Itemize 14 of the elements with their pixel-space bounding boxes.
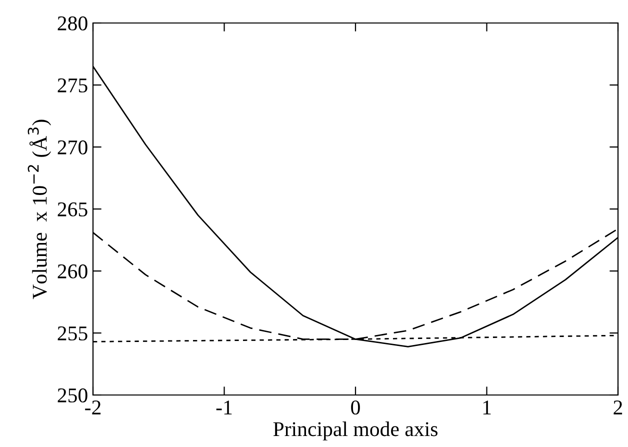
y-tick-label: 280 (58, 16, 88, 30)
y-tick-label: 270 (58, 140, 88, 154)
y-tick-label: 260 (58, 264, 88, 278)
y-axis-title: Volume x 10$^{−2}$ (Å$^{3}$) (28, 120, 52, 300)
x-axis-title: Principal mode axis (273, 422, 438, 440)
x-tick-label: -2 (85, 400, 101, 414)
y-tick-label: 265 (58, 202, 88, 216)
x-tick-label: -1 (216, 400, 232, 414)
y-tick-label: 275 (58, 78, 88, 92)
x-tick-label: 0 (351, 400, 360, 415)
y-tick-label: 250 (58, 388, 88, 402)
x-tick-label: 2 (614, 400, 622, 414)
y-tick-label: 255 (58, 326, 88, 340)
x-tick-label: 1 (483, 400, 491, 414)
